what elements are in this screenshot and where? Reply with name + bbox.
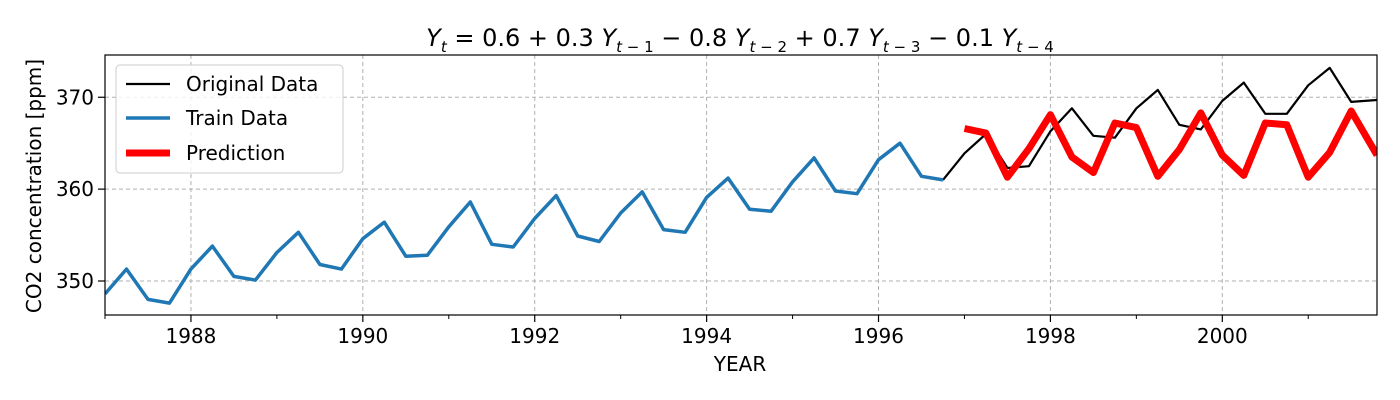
legend-label-train-data: Train Data: [185, 106, 288, 130]
y-axis-label: CO2 concentration [ppm]: [22, 59, 46, 313]
x-tick-label: 1998: [1025, 324, 1076, 348]
y-tick-label: 360: [56, 177, 94, 201]
legend-label-prediction: Prediction: [186, 141, 285, 165]
legend-box: [115, 64, 344, 174]
x-axis-ticks: 1988 1990 1992 1994 1996 1998 2000: [104, 315, 1309, 348]
x-tick-label: 1990: [337, 324, 388, 348]
legend-label-original-data: Original Data: [186, 72, 318, 96]
y-tick-label: 370: [56, 85, 94, 109]
y-axis-ticks: 350 360 370: [56, 85, 105, 293]
chart-title: Yt = 0.6 + 0.3 Yt − 1 − 0.8 Yt − 2 + 0.7…: [426, 24, 1054, 56]
x-tick-label: 1996: [853, 324, 904, 348]
x-tick-label: 1988: [165, 324, 216, 348]
x-tick-label: 2000: [1197, 324, 1248, 348]
x-tick-label: 1992: [509, 324, 560, 348]
series-line-prediction: [963, 107, 1377, 181]
y-tick-label: 350: [56, 269, 94, 293]
x-axis-label: YEAR: [713, 352, 767, 376]
plot-frame: [104, 54, 1378, 316]
plot-series: [105, 66, 1377, 305]
series-line-train-data: [105, 141, 944, 305]
legend: Original Data Train Data Prediction: [115, 64, 344, 174]
x-tick-label: 1994: [681, 324, 732, 348]
series-line-original-data: [942, 66, 1377, 181]
